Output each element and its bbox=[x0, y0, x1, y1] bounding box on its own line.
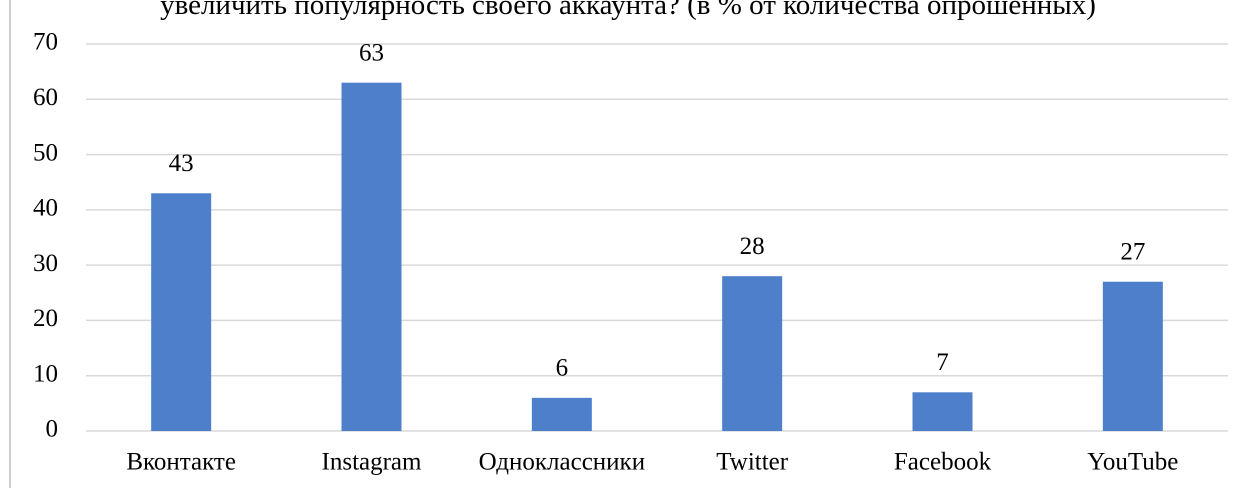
data-label: 43 bbox=[169, 150, 194, 177]
bar bbox=[1102, 281, 1163, 431]
data-label: 6 bbox=[556, 355, 569, 382]
y-tick-label: 60 bbox=[33, 84, 58, 111]
y-tick-label: 70 bbox=[33, 29, 58, 56]
y-tick-label: 10 bbox=[33, 360, 58, 387]
y-tick-label: 50 bbox=[33, 139, 58, 166]
x-tick-label: YouTube bbox=[1087, 449, 1178, 476]
x-tick-label: Twitter bbox=[716, 449, 789, 476]
bar bbox=[912, 392, 973, 431]
data-label: 27 bbox=[1120, 238, 1145, 265]
x-tick-label: Одноклассники bbox=[479, 449, 646, 476]
bar bbox=[722, 276, 783, 431]
bar bbox=[151, 193, 212, 431]
x-tick-label: Вконтакте bbox=[126, 449, 236, 476]
data-label: 63 bbox=[359, 39, 384, 66]
chart-title: увеличить популярность своего аккаунта? … bbox=[160, 0, 1096, 21]
data-label: 28 bbox=[740, 233, 765, 260]
bar bbox=[341, 82, 402, 431]
x-tick-label: Facebook bbox=[894, 449, 992, 476]
y-tick-label: 20 bbox=[33, 305, 58, 332]
data-label: 7 bbox=[936, 349, 949, 376]
y-tick-label: 30 bbox=[33, 250, 58, 277]
chart-frame bbox=[9, 0, 11, 488]
x-tick-label: Instagram bbox=[322, 449, 423, 476]
y-tick-label: 0 bbox=[46, 416, 59, 443]
bar bbox=[531, 397, 592, 431]
y-tick-label: 40 bbox=[33, 195, 58, 222]
